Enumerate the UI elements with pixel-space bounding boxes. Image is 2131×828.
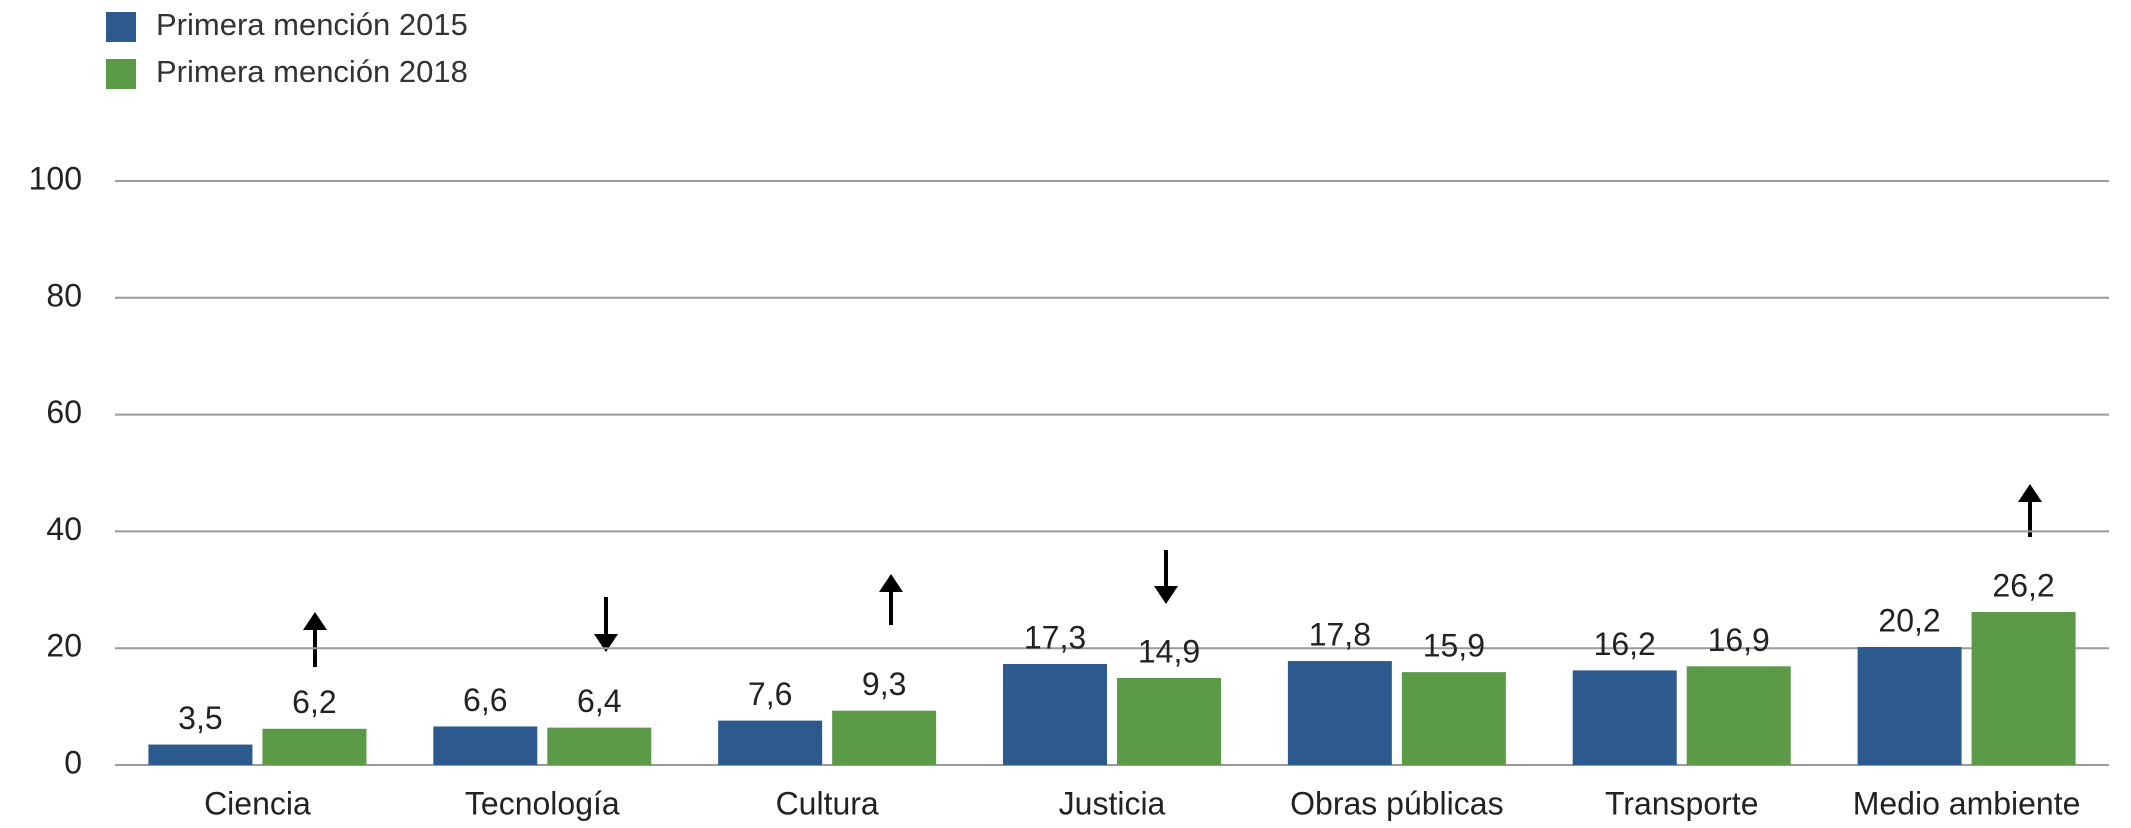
value-label: 26,2 <box>1992 567 2054 603</box>
value-label: 6,4 <box>577 683 621 719</box>
y-tick-label: 100 <box>29 160 82 196</box>
bar <box>262 728 367 765</box>
bar <box>433 726 538 765</box>
bar <box>1117 677 1221 765</box>
y-tick-label: 20 <box>46 628 82 664</box>
value-label: 3,5 <box>178 700 222 736</box>
bar <box>1971 611 2076 765</box>
x-tick-label: Tecnología <box>465 785 620 821</box>
bar <box>1003 663 1107 765</box>
value-label: 16,9 <box>1708 622 1770 658</box>
legend-label: Primera mención 2018 <box>156 54 468 89</box>
arrow-up <box>303 612 327 667</box>
arrow-up <box>2018 484 2042 537</box>
value-label: 7,6 <box>748 676 792 712</box>
bar <box>718 720 823 765</box>
bar <box>1686 666 1791 765</box>
bar <box>547 727 652 765</box>
bar <box>148 744 253 765</box>
value-label: 9,3 <box>862 666 906 702</box>
bar <box>1287 661 1392 765</box>
x-tick-label: Cultura <box>776 785 879 821</box>
x-tick-label: Obras públicas <box>1290 785 1503 821</box>
y-tick-label: 40 <box>46 511 82 547</box>
bar <box>832 710 937 765</box>
value-label: 14,9 <box>1138 633 1200 669</box>
y-tick-label: 60 <box>46 394 82 430</box>
arrow-down <box>594 597 618 652</box>
bar <box>1572 670 1677 765</box>
value-label: 6,6 <box>463 682 507 718</box>
y-tick-label: 0 <box>64 744 82 780</box>
y-tick-label: 80 <box>46 277 82 313</box>
value-label: 15,9 <box>1423 628 1485 664</box>
arrow-down <box>1154 550 1178 604</box>
legend-swatch <box>106 12 136 42</box>
x-tick-label: Justicia <box>1059 785 1166 821</box>
trend-arrows <box>303 484 2042 667</box>
x-tick-label: Medio ambiente <box>1853 785 2081 821</box>
arrow-up <box>879 574 903 625</box>
value-label: 17,8 <box>1309 617 1371 653</box>
bar <box>1401 672 1506 765</box>
legend-label: Primera mención 2015 <box>156 7 468 42</box>
bar <box>1857 647 1962 765</box>
legend-swatch <box>106 59 136 89</box>
x-tick-label: Transporte <box>1605 785 1759 821</box>
value-label: 16,2 <box>1594 626 1656 662</box>
value-label: 20,2 <box>1878 602 1940 638</box>
value-label: 17,3 <box>1024 619 1086 655</box>
x-tick-label: Ciencia <box>204 785 311 821</box>
legend: Primera mención 2015 Primera mención 2018 <box>106 7 468 89</box>
value-label: 6,2 <box>292 684 336 720</box>
